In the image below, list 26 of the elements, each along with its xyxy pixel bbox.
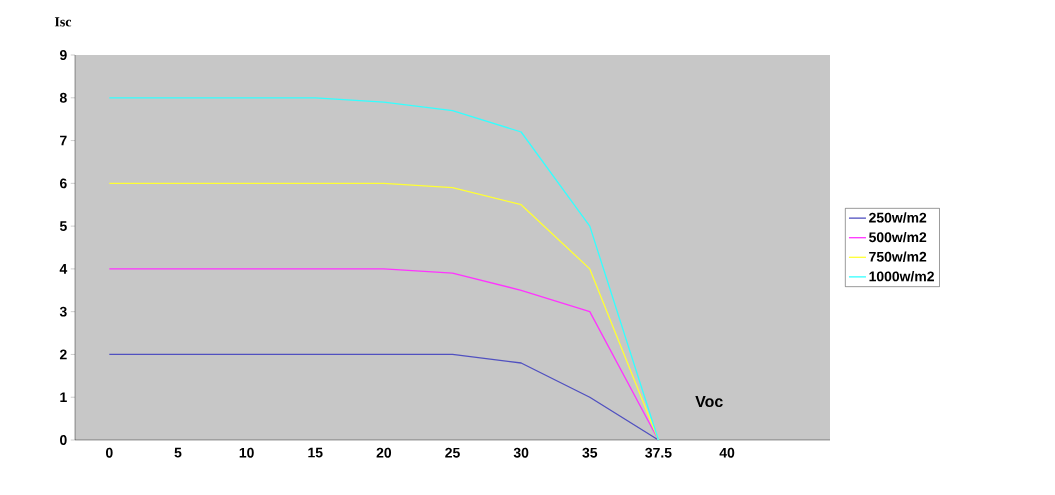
- x-tick-label: 0: [105, 447, 113, 458]
- y-tick-label: 7: [60, 135, 67, 146]
- y-tick-label: 3: [59, 306, 67, 317]
- x-tick-label: 37.5: [645, 447, 672, 458]
- y-tick-label: 0: [60, 435, 67, 445]
- legend-label: 750w/m2: [869, 251, 927, 262]
- legend-label: 1000w/m2: [869, 271, 934, 282]
- x-axis-title: Voc: [695, 395, 723, 408]
- legend-label: 500w/m2: [869, 231, 927, 243]
- x-tick-label: 20: [376, 447, 392, 458]
- legend-label: 250w/m2: [869, 212, 927, 223]
- y-tick-label: 8: [59, 92, 67, 103]
- y-tick-label: 2: [59, 349, 67, 360]
- y-tick-label: 6: [59, 178, 67, 189]
- x-tick-label: 25: [445, 447, 460, 458]
- y-axis-title: Isc: [54, 17, 72, 27]
- x-tick-label: 35: [582, 447, 598, 458]
- y-tick-label: 9: [59, 50, 67, 60]
- x-tick-label: 30: [513, 447, 529, 458]
- x-tick-label: 40: [719, 447, 735, 458]
- x-tick-label: 10: [239, 447, 254, 458]
- x-tick-label: 5: [174, 447, 182, 458]
- y-tick-label: 5: [59, 221, 67, 231]
- y-tick-label: 4: [59, 264, 68, 274]
- x-tick-label: 15: [308, 447, 323, 458]
- y-tick-label: 1: [60, 392, 67, 403]
